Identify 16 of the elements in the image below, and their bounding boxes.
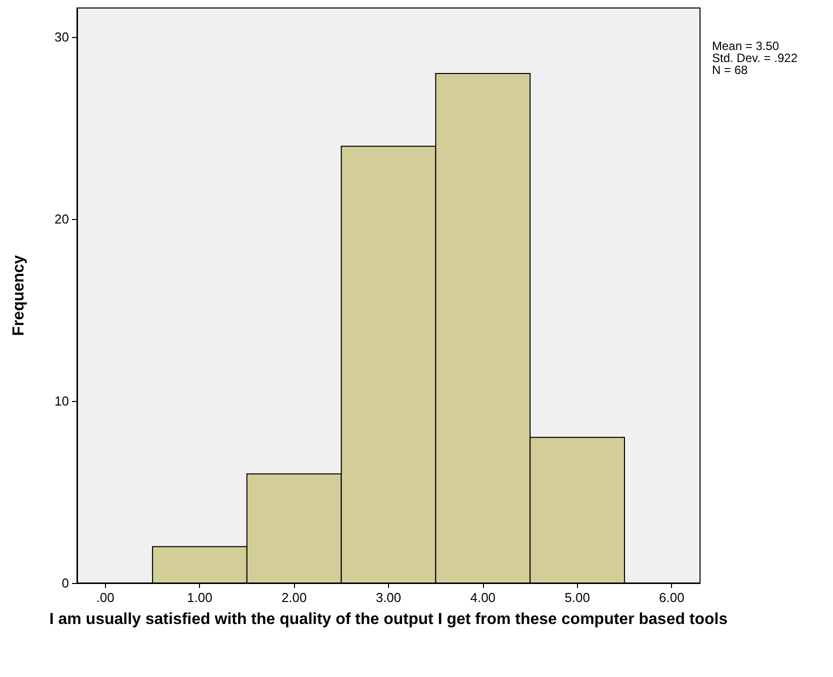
y-tick-label: 0 [62, 576, 69, 590]
x-tick-label: .00 [96, 590, 114, 605]
x-tick-label: 5.00 [564, 590, 590, 605]
x-tick-label: 4.00 [470, 590, 496, 605]
x-tick-label: 6.00 [659, 590, 684, 605]
text: Std. Dev. = .922 [712, 51, 798, 65]
y-axis-title: Frequency [10, 254, 28, 336]
x-tick-label: 2.00 [281, 590, 307, 605]
y-tick-label: 20 [54, 212, 69, 227]
x-axis-title: I am usually satisfied with the quality of the output I get from these computer based tools [49, 611, 728, 628]
text: Mean = 3.50 [712, 39, 780, 53]
y-tick-label: 30 [54, 30, 69, 45]
x-tick-label: 1.00 [187, 590, 212, 605]
y-tick-label: 10 [54, 394, 69, 409]
text: N = 68 [712, 63, 748, 77]
x-tick-label: 3.00 [376, 590, 402, 605]
